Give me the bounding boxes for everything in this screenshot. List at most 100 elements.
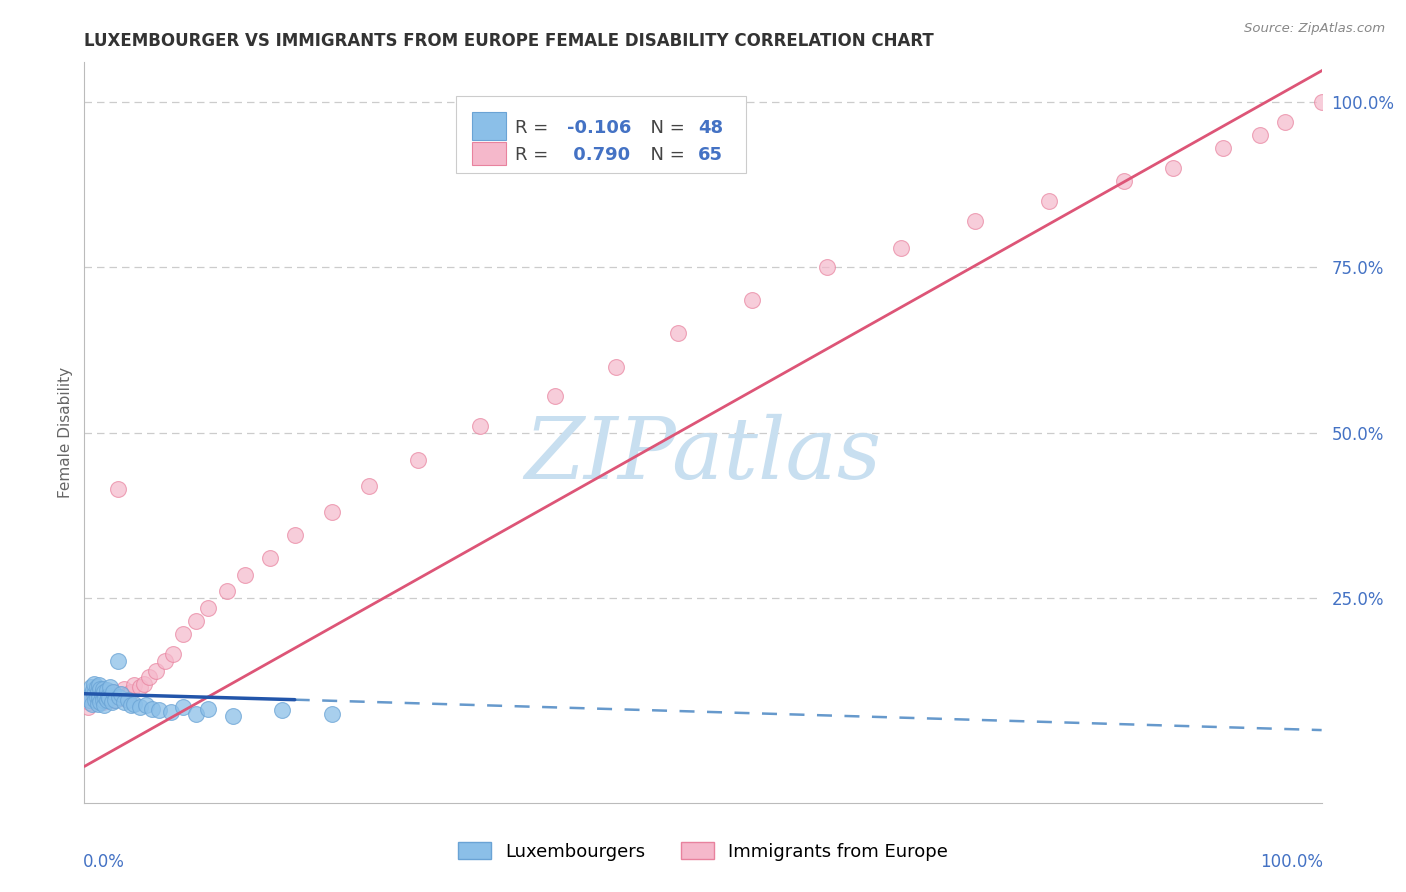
Point bbox=[77, 690, 100, 704]
Point bbox=[184, 706, 207, 721]
Point bbox=[90, 690, 112, 704]
Point bbox=[79, 680, 101, 694]
Point bbox=[1212, 141, 1234, 155]
Point bbox=[108, 687, 131, 701]
Point bbox=[162, 647, 184, 661]
Text: N =: N = bbox=[638, 119, 690, 136]
Point bbox=[87, 695, 110, 709]
Point bbox=[357, 478, 380, 492]
Point bbox=[87, 683, 110, 698]
Point bbox=[110, 691, 132, 706]
Point bbox=[77, 700, 100, 714]
Point bbox=[79, 693, 101, 707]
Point bbox=[84, 692, 107, 706]
Point bbox=[83, 677, 105, 691]
Point bbox=[87, 697, 110, 711]
Point bbox=[129, 680, 152, 694]
Point bbox=[89, 685, 111, 699]
Point bbox=[148, 703, 170, 717]
Point bbox=[135, 698, 157, 712]
Bar bbox=[471, 143, 506, 165]
Point bbox=[543, 389, 565, 403]
Text: R =: R = bbox=[515, 146, 554, 164]
Point bbox=[100, 695, 122, 709]
Point bbox=[117, 687, 139, 701]
Text: N =: N = bbox=[638, 146, 690, 164]
Point bbox=[93, 698, 115, 712]
Point bbox=[96, 683, 118, 698]
Point bbox=[215, 584, 238, 599]
Y-axis label: Female Disability: Female Disability bbox=[58, 367, 73, 499]
Point bbox=[89, 682, 111, 697]
Point bbox=[79, 693, 101, 707]
Point bbox=[98, 693, 121, 707]
Point bbox=[107, 654, 129, 668]
Point bbox=[284, 528, 307, 542]
Point bbox=[321, 505, 343, 519]
Point bbox=[122, 697, 145, 711]
Point bbox=[160, 705, 183, 719]
Point bbox=[197, 600, 219, 615]
Point bbox=[86, 690, 108, 704]
Point bbox=[104, 693, 127, 707]
FancyBboxPatch shape bbox=[456, 95, 747, 173]
Point bbox=[98, 685, 121, 699]
Point bbox=[89, 682, 111, 697]
Text: -0.106: -0.106 bbox=[567, 119, 631, 136]
Point bbox=[141, 702, 163, 716]
Point bbox=[94, 693, 117, 707]
Point bbox=[120, 698, 142, 712]
Point bbox=[89, 690, 111, 704]
Point bbox=[91, 693, 114, 707]
Point bbox=[89, 678, 111, 692]
Point bbox=[965, 214, 987, 228]
Point bbox=[741, 293, 763, 308]
Text: LUXEMBOURGER VS IMMIGRANTS FROM EUROPE FEMALE DISABILITY CORRELATION CHART: LUXEMBOURGER VS IMMIGRANTS FROM EUROPE F… bbox=[84, 32, 934, 50]
Point bbox=[80, 697, 103, 711]
Point bbox=[94, 690, 117, 704]
Point bbox=[91, 695, 114, 709]
Text: 65: 65 bbox=[697, 146, 723, 164]
Point bbox=[197, 702, 219, 716]
Text: R =: R = bbox=[515, 119, 554, 136]
Point bbox=[172, 700, 194, 714]
Point bbox=[98, 691, 121, 706]
Text: 0.790: 0.790 bbox=[567, 146, 630, 164]
Text: 0.0%: 0.0% bbox=[83, 853, 125, 871]
Point bbox=[90, 687, 112, 701]
Point bbox=[1249, 128, 1271, 143]
Point bbox=[110, 687, 132, 701]
Text: Source: ZipAtlas.com: Source: ZipAtlas.com bbox=[1244, 22, 1385, 36]
Point bbox=[100, 690, 122, 704]
Point bbox=[82, 690, 104, 704]
Point bbox=[82, 683, 104, 698]
Point bbox=[98, 680, 121, 694]
Point bbox=[80, 691, 103, 706]
Point bbox=[408, 453, 430, 467]
Point bbox=[1161, 161, 1184, 176]
Point bbox=[117, 693, 139, 707]
Point bbox=[145, 664, 167, 678]
Point bbox=[96, 689, 118, 703]
Point bbox=[122, 678, 145, 692]
Point bbox=[86, 690, 108, 704]
Point bbox=[120, 685, 142, 699]
Point bbox=[138, 670, 160, 684]
Point bbox=[97, 689, 120, 703]
Point bbox=[132, 677, 155, 691]
Point bbox=[86, 680, 108, 694]
Point bbox=[1274, 115, 1296, 129]
Point bbox=[321, 706, 343, 721]
Point bbox=[108, 690, 131, 704]
Point bbox=[222, 708, 245, 723]
Point bbox=[666, 326, 689, 341]
Point bbox=[89, 691, 111, 706]
Point bbox=[890, 240, 912, 255]
Point bbox=[1112, 174, 1135, 188]
Point bbox=[101, 685, 124, 699]
Point bbox=[112, 695, 135, 709]
Point bbox=[93, 685, 115, 699]
Point bbox=[84, 693, 107, 707]
Text: 100.0%: 100.0% bbox=[1260, 853, 1323, 871]
Point bbox=[184, 614, 207, 628]
